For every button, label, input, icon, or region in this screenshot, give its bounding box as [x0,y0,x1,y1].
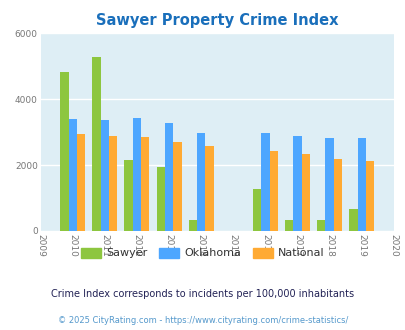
Bar [252,189,260,231]
Text: © 2025 CityRating.com - https://www.cityrating.com/crime-statistics/: © 2025 CityRating.com - https://www.city… [58,316,347,325]
Bar [284,220,292,231]
Bar [60,72,68,231]
Bar [156,167,164,231]
Bar [333,159,341,231]
Bar [173,142,181,231]
Bar [365,161,373,231]
Bar [292,136,301,231]
Bar [196,133,205,231]
Bar [100,120,109,231]
Text: Crime Index corresponds to incidents per 100,000 inhabitants: Crime Index corresponds to incidents per… [51,289,354,299]
Bar [68,119,77,231]
Bar [205,146,213,231]
Bar [77,134,85,231]
Bar [316,220,325,231]
Bar [348,209,357,231]
Title: Sawyer Property Crime Index: Sawyer Property Crime Index [96,13,338,28]
Bar [325,138,333,231]
Bar [260,133,269,231]
Bar [164,123,173,231]
Bar [188,220,196,231]
Bar [301,154,309,231]
Bar [269,151,277,231]
Bar [124,160,132,231]
Bar [357,138,365,231]
Bar [141,137,149,231]
Bar [109,136,117,231]
Bar [92,57,100,231]
Bar [132,118,141,231]
Legend: Sawyer, Oklahoma, National: Sawyer, Oklahoma, National [77,243,328,263]
